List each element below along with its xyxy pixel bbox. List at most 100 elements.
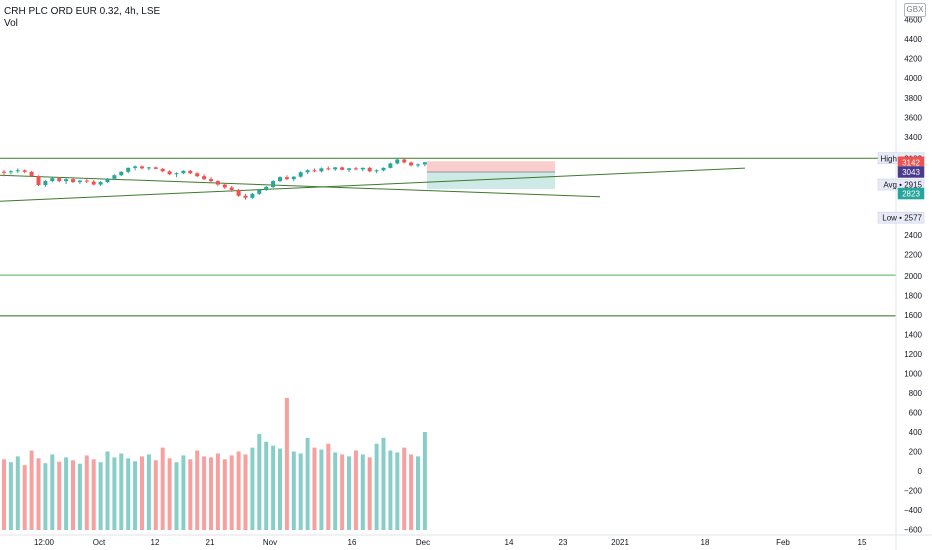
volume-bar-51 <box>353 450 358 530</box>
candle-body-54 <box>374 170 379 172</box>
candle-body-31 <box>215 181 220 185</box>
volume-bar-3 <box>22 465 27 530</box>
time-tick-label: 2021 <box>611 538 629 547</box>
volume-label[interactable]: Vol <box>4 18 18 29</box>
candle-body-34 <box>236 189 241 196</box>
volume-bar-32 <box>222 459 227 530</box>
candle-body-60 <box>416 164 420 166</box>
volume-bar-48 <box>333 452 338 530</box>
volume-bar-47 <box>326 443 331 530</box>
time-tick-label: Nov <box>263 538 277 547</box>
volume-bars <box>2 397 427 530</box>
volume-bar-49 <box>340 454 345 530</box>
candle-body-11 <box>77 180 82 183</box>
stop-loss-zone <box>426 161 555 172</box>
volume-bar-14 <box>98 462 103 530</box>
candle-body-20 <box>140 166 144 169</box>
candle-body-47 <box>326 168 331 170</box>
candle-body-6 <box>43 181 48 186</box>
price-tick-label: 1000 <box>904 370 922 379</box>
candle-body-57 <box>395 159 400 164</box>
candle-body-61 <box>422 162 427 165</box>
volume-bar-9 <box>64 457 69 530</box>
price-tick-label: 3800 <box>904 94 922 103</box>
volume-bar-42 <box>291 451 296 530</box>
price-tag-avg: Avg • 2915 <box>883 181 922 190</box>
candle-body-39 <box>271 181 276 187</box>
time-tick-label: 14 <box>505 538 514 547</box>
time-tick-label: 15 <box>858 538 867 547</box>
price-tick-label: 2400 <box>904 231 922 240</box>
candle-body-26 <box>181 170 186 174</box>
volume-bar-55 <box>381 437 386 530</box>
candle-body-2 <box>15 170 20 172</box>
candle-body-14 <box>98 182 103 185</box>
volume-bar-57 <box>395 452 400 530</box>
price-tick-label: 1800 <box>904 292 922 301</box>
price-tick-label: 2200 <box>904 251 922 260</box>
candle-body-40 <box>278 177 282 182</box>
candles <box>2 158 427 200</box>
symbol-title[interactable]: CRH PLC ORD EUR 0.32, 4h, LSE <box>4 6 161 17</box>
volume-bar-21 <box>146 454 151 530</box>
volume-bar-2 <box>15 456 20 530</box>
volume-bar-33 <box>229 455 234 530</box>
price-tick-label: 4200 <box>904 55 922 64</box>
volume-bar-19 <box>133 461 138 530</box>
price-tag-low: Low • 2577 <box>882 214 922 223</box>
candle-body-15 <box>105 178 110 183</box>
candle-body-48 <box>333 167 338 170</box>
currency-badge[interactable]: GBX <box>904 3 926 17</box>
price-tag-last: 3142 <box>902 158 920 167</box>
volume-bar-56 <box>388 450 393 530</box>
candle-body-43 <box>298 172 303 177</box>
volume-bar-58 <box>402 447 407 530</box>
candle-body-45 <box>312 170 317 172</box>
volume-bar-39 <box>271 445 276 530</box>
time-tick-label: 16 <box>348 538 357 547</box>
trendline-1 <box>0 167 746 202</box>
candle-body-25 <box>174 173 179 175</box>
volume-bar-5 <box>36 458 41 530</box>
price-tick-label: −200 <box>904 487 923 496</box>
volume-bar-45 <box>312 447 317 530</box>
candle-body-41 <box>284 177 289 180</box>
time-tick-label: 21 <box>206 538 215 547</box>
volume-bar-22 <box>153 460 158 530</box>
candle-body-5 <box>36 176 41 186</box>
candle-body-37 <box>257 189 262 194</box>
price-tick-label: 3600 <box>904 113 922 122</box>
time-tick-label: 23 <box>559 538 568 547</box>
candle-body-16 <box>112 175 117 179</box>
volume-bar-36 <box>250 447 255 530</box>
candle-body-38 <box>264 186 269 190</box>
price-tick-label: 400 <box>909 428 923 437</box>
volume-bar-38 <box>264 441 269 530</box>
price-tick-label: 200 <box>909 448 923 457</box>
price-tick-label: 800 <box>909 389 923 398</box>
volume-bar-34 <box>236 451 241 530</box>
volume-bar-28 <box>195 450 200 530</box>
volume-bar-17 <box>119 453 124 530</box>
candle-body-19 <box>133 166 138 168</box>
volume-bar-30 <box>209 457 213 530</box>
candle-body-3 <box>22 170 27 172</box>
candle-body-7 <box>50 178 55 182</box>
position-zones <box>426 161 555 189</box>
time-tick-label: 18 <box>701 538 710 547</box>
candle-body-4 <box>29 171 34 177</box>
trendline-0 <box>0 174 601 198</box>
candle-body-22 <box>153 167 158 169</box>
price-tick-label: 4600 <box>904 15 922 24</box>
volume-bar-1 <box>8 462 13 530</box>
volume-bar-13 <box>91 459 96 530</box>
volume-bar-20 <box>140 456 144 530</box>
price-tick-label: 3400 <box>904 133 922 142</box>
candle-body-56 <box>388 163 393 168</box>
candle-body-0 <box>2 171 6 173</box>
candle-body-21 <box>146 167 151 169</box>
volume-bar-61 <box>422 432 427 530</box>
price-tick-label: 1200 <box>904 350 922 359</box>
price-tag-bg-3 <box>897 166 925 178</box>
